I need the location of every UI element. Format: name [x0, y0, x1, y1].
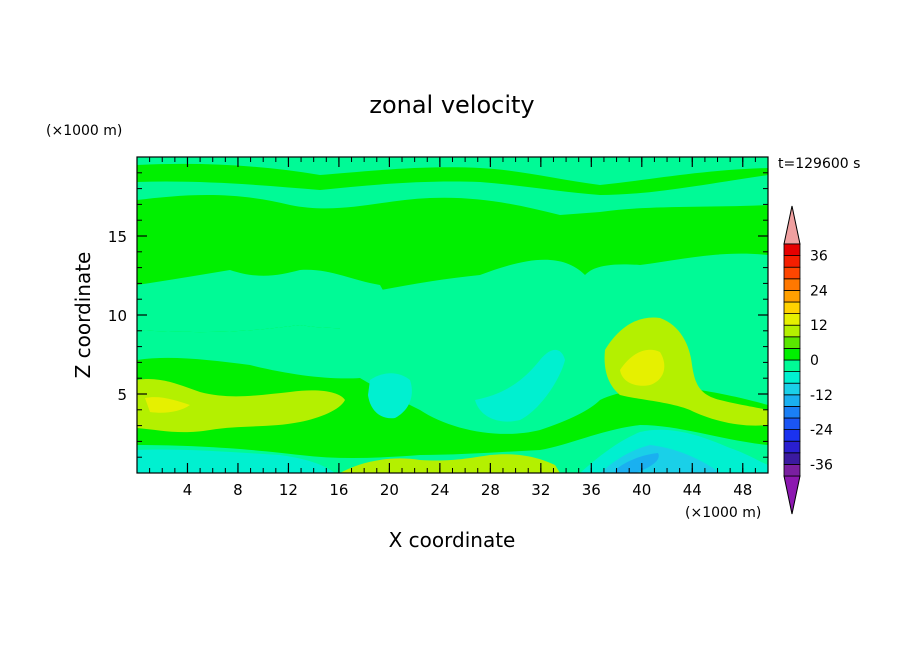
colorbar-segment [783, 278, 801, 291]
colorbar-segment [783, 452, 801, 465]
colorbar-segment [783, 440, 801, 454]
contour-cool-bottom-left [137, 449, 335, 473]
colorbar-segment [783, 429, 801, 442]
contour-warm-right-core [620, 349, 665, 386]
contour-cool-center [368, 373, 412, 419]
x-tick-label: 12 [279, 481, 298, 499]
plot-area [136, 156, 769, 474]
colorbar-label: 0 [810, 353, 819, 369]
colorbar-segment [783, 405, 801, 419]
colorbar-segment [783, 336, 801, 349]
colorbar-segment [783, 382, 801, 396]
x-tick-labels: 4 8 12 16 20 24 28 32 36 40 44 48 [183, 481, 753, 499]
contour-cool-center-2 [475, 349, 565, 422]
contour-field [137, 163, 768, 473]
y-tick-label: 15 [108, 228, 127, 246]
x-unit-label: (×1000 m) [685, 505, 761, 521]
colorbar-label: -24 [810, 423, 833, 439]
x-tick-label: 44 [683, 481, 702, 499]
x-tick-label: 48 [733, 481, 752, 499]
x-tick-label: 8 [233, 481, 243, 499]
contour-positive-lower [137, 357, 768, 459]
colorbar-label: 24 [810, 283, 828, 299]
x-tick-label: 28 [481, 481, 500, 499]
colorbar-segment [783, 359, 801, 373]
x-tick-label: 36 [582, 481, 601, 499]
colorbar-under-triangle [783, 475, 801, 515]
colorbar-segment [783, 347, 801, 361]
y-axis-label: Z coordinate [71, 252, 95, 379]
x-tick-label: 20 [380, 481, 399, 499]
colorbar-segment [783, 394, 801, 407]
colorbar-segment [783, 463, 801, 477]
colorbar-label: 36 [810, 249, 828, 265]
y-tick-labels: 5 10 15 [108, 228, 127, 404]
colorbar-segment [783, 324, 801, 338]
contour-warm-left-core [145, 397, 190, 413]
colorbar-segment [783, 313, 801, 326]
x-tick-label: 32 [531, 481, 550, 499]
contour-warm-left [137, 379, 345, 433]
x-tick-label: 16 [329, 481, 348, 499]
colorbar-label: -36 [810, 457, 833, 473]
y-tick-label: 10 [108, 307, 127, 325]
colorbar-over-triangle [783, 205, 801, 245]
x-tick-label: 40 [632, 481, 651, 499]
x-tick-label: 24 [430, 481, 449, 499]
axis-ticks [137, 157, 768, 473]
time-label: t=129600 s [778, 156, 860, 172]
colorbar: 36 24 12 0 -12 -24 -36 [783, 205, 833, 515]
contour-warm-right [604, 317, 768, 426]
colorbar-segment [783, 289, 801, 303]
contour-neutral-mid [137, 269, 400, 333]
colorbar-segment [783, 243, 801, 257]
contour-positive-top [137, 163, 768, 195]
colorbar-label: -12 [810, 388, 833, 404]
chart-title: zonal velocity [369, 91, 534, 119]
colorbar-segment [783, 417, 801, 431]
colorbar-segment [783, 371, 801, 384]
x-tick-label: 4 [183, 481, 193, 499]
contour-warm-bottom [340, 454, 560, 473]
colorbar-segment [783, 301, 801, 315]
colorbar-segment [783, 255, 801, 268]
y-unit-label: (×1000 m) [46, 123, 122, 139]
colorbar-segment [783, 266, 801, 280]
colorbar-label: 12 [810, 318, 828, 334]
contour-colder-bottom-right [615, 453, 659, 473]
x-axis-label: X coordinate [389, 528, 516, 552]
y-tick-label: 5 [117, 386, 127, 404]
